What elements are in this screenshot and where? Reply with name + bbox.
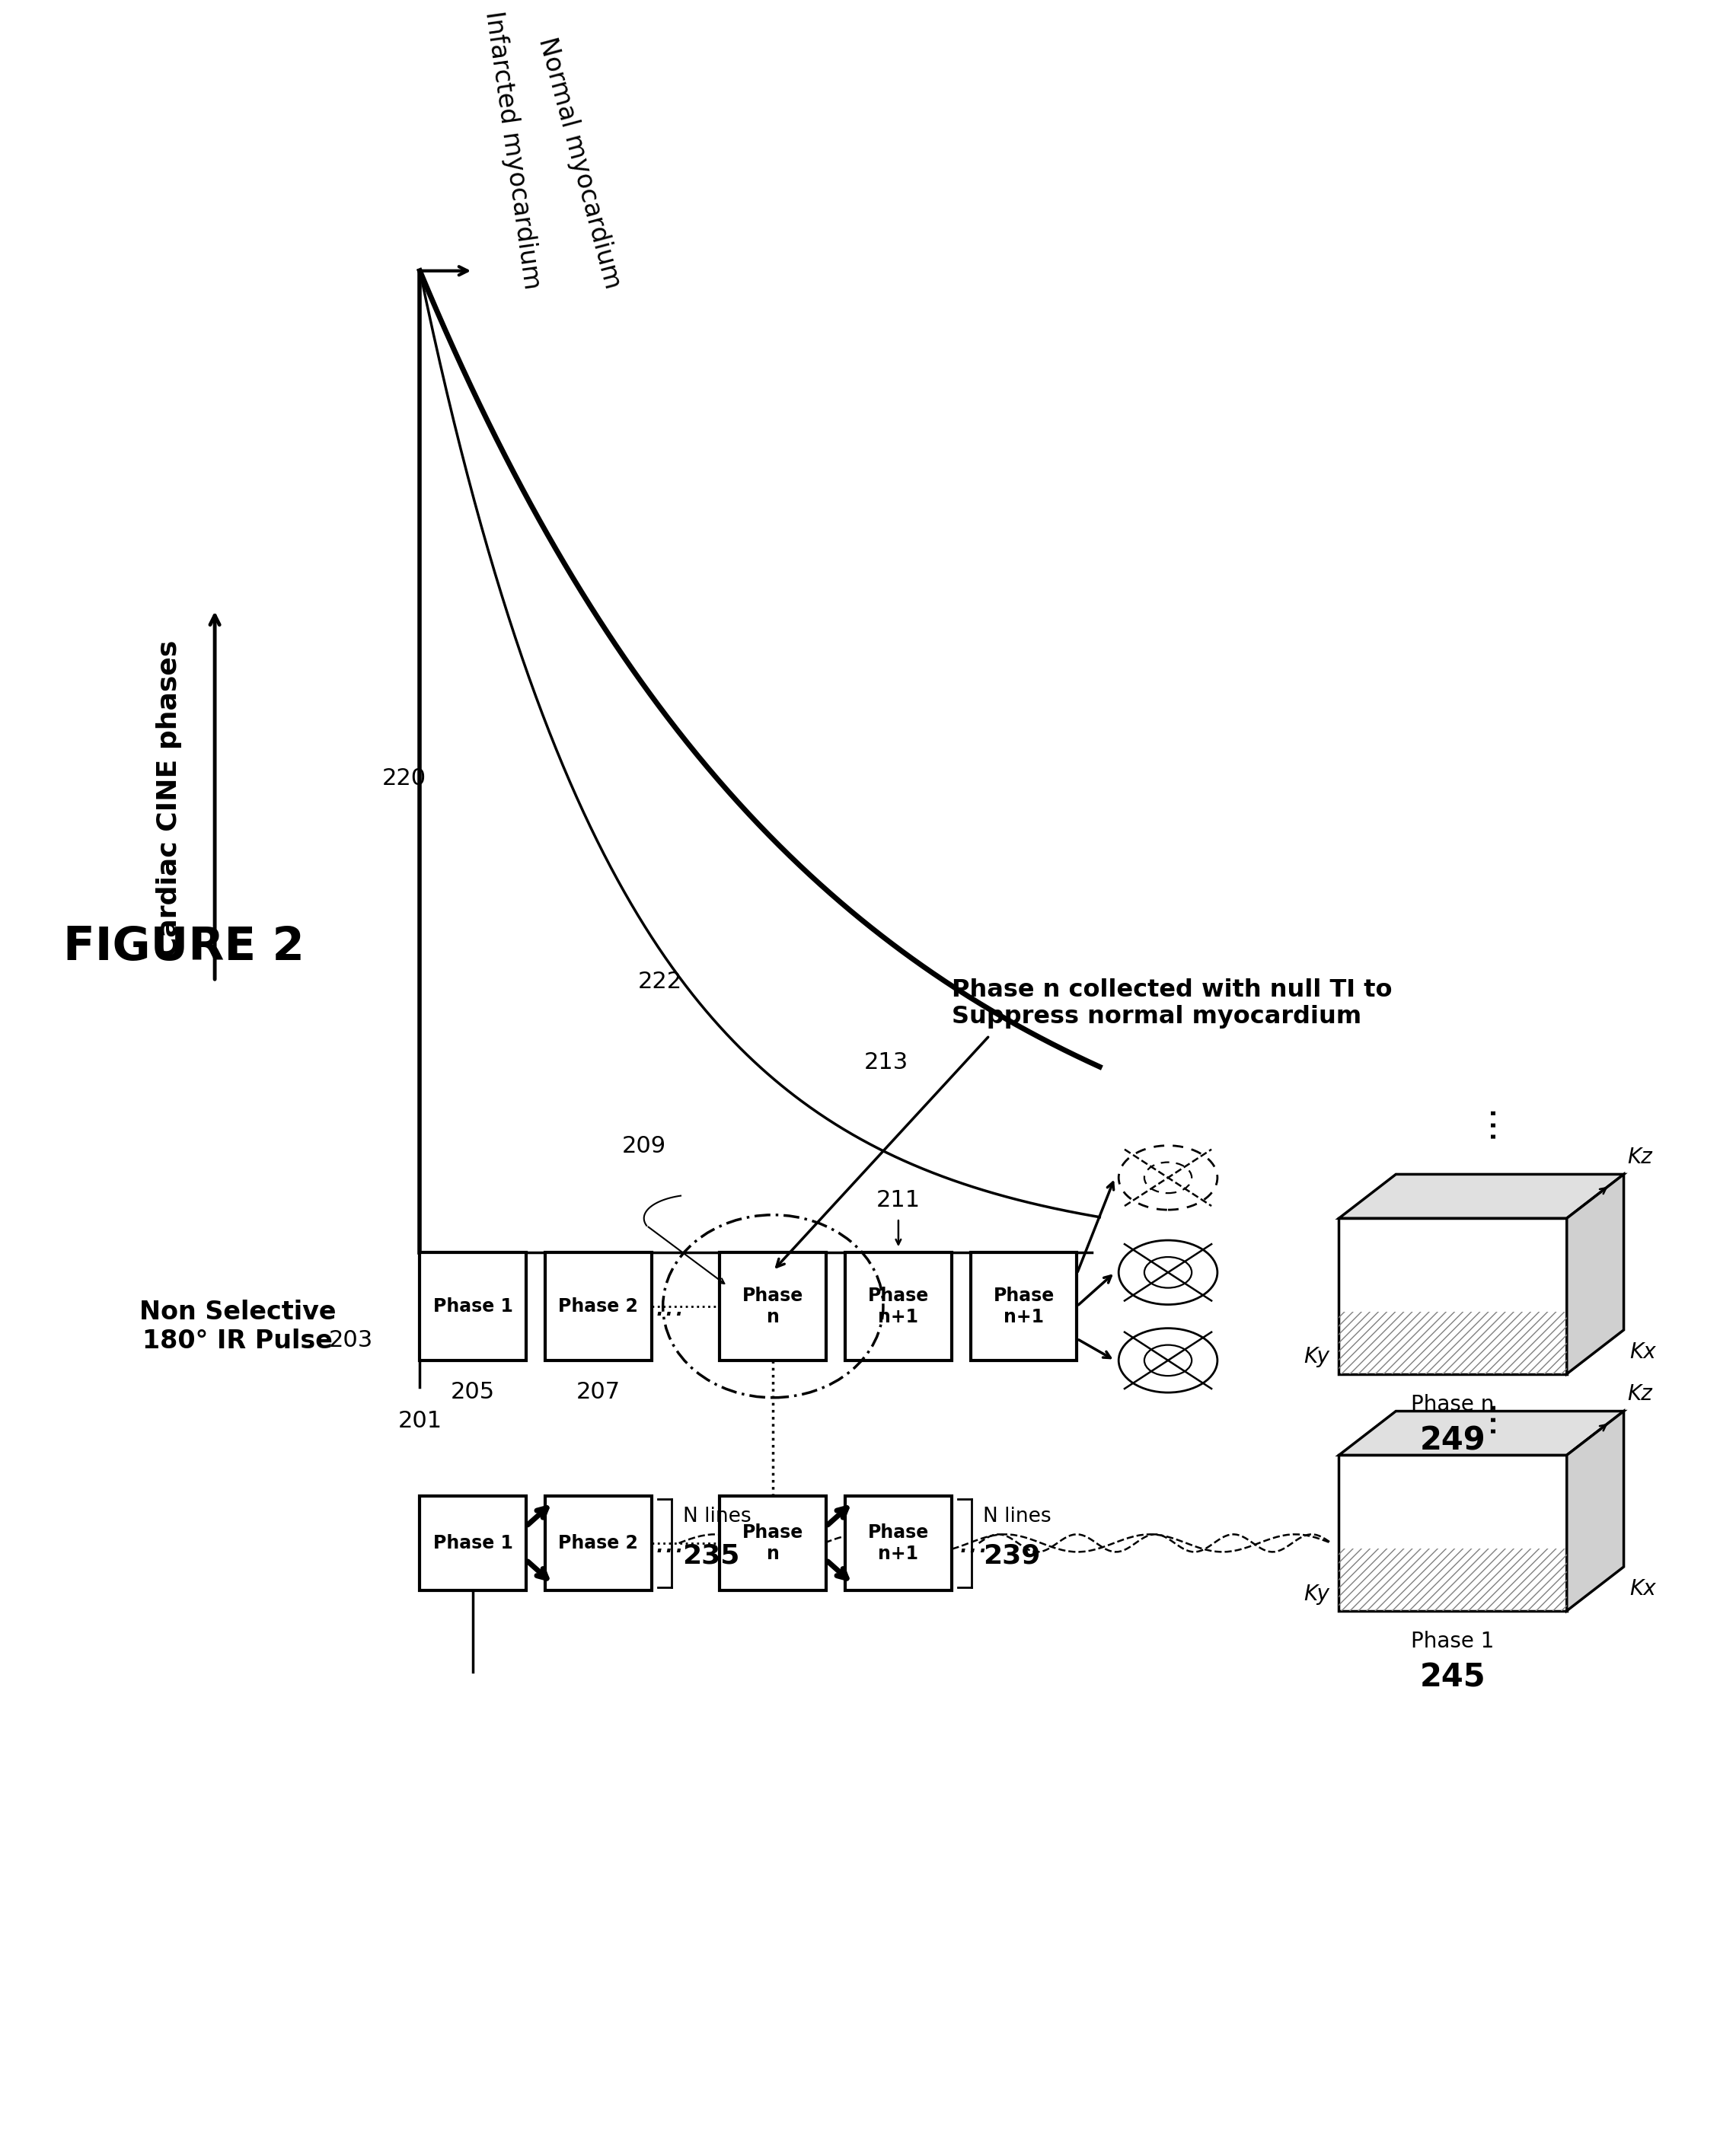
Text: N lines: N lines (983, 1507, 1050, 1526)
FancyBboxPatch shape (720, 1253, 826, 1359)
Text: 249: 249 (1420, 1426, 1486, 1458)
Polygon shape (1338, 1174, 1623, 1219)
Text: Phase 1: Phase 1 (1411, 1630, 1495, 1652)
Text: N lines: N lines (682, 1507, 752, 1526)
Text: Ky: Ky (1304, 1583, 1330, 1605)
Text: 235: 235 (682, 1543, 740, 1568)
Text: Infarcted myocardium: Infarcted myocardium (481, 11, 545, 290)
Text: 239: 239 (983, 1543, 1040, 1568)
FancyBboxPatch shape (420, 1496, 526, 1590)
FancyBboxPatch shape (420, 1253, 526, 1359)
Text: Phase
n: Phase n (743, 1524, 804, 1562)
Text: 211: 211 (877, 1189, 920, 1212)
Polygon shape (1568, 1174, 1623, 1374)
Text: Phase 1: Phase 1 (432, 1534, 512, 1551)
Text: FIGURE 2: FIGURE 2 (62, 926, 304, 971)
Text: Phase n collected with null TI to
Suppress normal myocardium: Phase n collected with null TI to Suppre… (951, 977, 1392, 1029)
Text: 245: 245 (1420, 1662, 1486, 1694)
Text: ...: ... (654, 1528, 686, 1560)
FancyBboxPatch shape (1338, 1455, 1568, 1611)
FancyBboxPatch shape (545, 1496, 651, 1590)
Text: Phase
n+1: Phase n+1 (868, 1524, 929, 1562)
Text: Phase
n: Phase n (743, 1287, 804, 1325)
Text: Normal myocardium: Normal myocardium (533, 34, 625, 290)
FancyBboxPatch shape (970, 1253, 1076, 1359)
FancyBboxPatch shape (845, 1496, 951, 1590)
FancyBboxPatch shape (720, 1496, 826, 1590)
Polygon shape (1568, 1411, 1623, 1611)
Text: Cardiac CINE phases: Cardiac CINE phases (156, 640, 182, 958)
Text: 205: 205 (451, 1381, 495, 1402)
Text: 209: 209 (621, 1135, 667, 1157)
Text: ...: ... (960, 1528, 990, 1560)
Text: Phase n: Phase n (1411, 1394, 1495, 1415)
Text: 203: 203 (328, 1329, 373, 1351)
Text: Phase
n+1: Phase n+1 (868, 1287, 929, 1325)
Text: Kz: Kz (1628, 1383, 1653, 1404)
Text: Non Selective
180° IR Pulse: Non Selective 180° IR Pulse (139, 1300, 337, 1353)
Text: 220: 220 (382, 768, 425, 790)
Text: Kz: Kz (1628, 1146, 1653, 1167)
Text: Kx: Kx (1630, 1342, 1656, 1364)
Text: Kx: Kx (1630, 1579, 1656, 1600)
Text: Phase
n+1: Phase n+1 (993, 1287, 1054, 1325)
Polygon shape (1338, 1411, 1623, 1455)
Text: Ky: Ky (1304, 1347, 1330, 1368)
Text: Phase 2: Phase 2 (559, 1534, 639, 1551)
Text: ...: ... (1463, 1101, 1500, 1137)
FancyBboxPatch shape (1338, 1219, 1568, 1374)
Text: ...: ... (654, 1291, 686, 1323)
Text: ...: ... (1463, 1396, 1500, 1432)
Text: 201: 201 (398, 1411, 443, 1432)
Text: Phase 2: Phase 2 (559, 1297, 639, 1315)
Text: 207: 207 (576, 1381, 620, 1402)
FancyBboxPatch shape (545, 1253, 651, 1359)
Text: Phase 1: Phase 1 (432, 1297, 512, 1315)
Text: 213: 213 (865, 1052, 908, 1073)
Text: 222: 222 (637, 971, 682, 992)
FancyBboxPatch shape (845, 1253, 951, 1359)
